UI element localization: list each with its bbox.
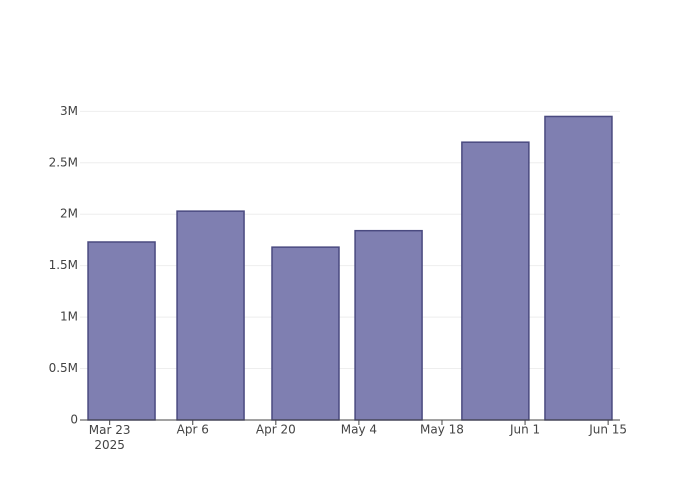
y-tick-label: 2M (60, 207, 78, 221)
y-tick-label: 1M (60, 310, 78, 324)
x-tick-label: Apr 20 (256, 423, 296, 437)
y-tick-label: 3M (60, 104, 78, 118)
bar (544, 115, 613, 421)
x-tick-label: Jun 1 (509, 423, 540, 437)
bar (461, 141, 530, 421)
x-tick-label: Mar 23 2025 (89, 423, 131, 452)
bar (271, 246, 340, 421)
bar (176, 210, 245, 421)
y-tick-label: 0 (70, 413, 78, 427)
y-tick-label: 2.5M (49, 155, 78, 169)
y-tick-label: 0.5M (49, 361, 78, 375)
x-tick-label: Jun 15 (588, 423, 627, 437)
x-tick-label: May 4 (341, 423, 377, 437)
y-tick-label: 1.5M (49, 258, 78, 272)
bar (87, 241, 156, 421)
x-tick-label: Apr 6 (177, 423, 209, 437)
bar (354, 229, 423, 421)
x-tick-label: May 18 (420, 423, 464, 437)
